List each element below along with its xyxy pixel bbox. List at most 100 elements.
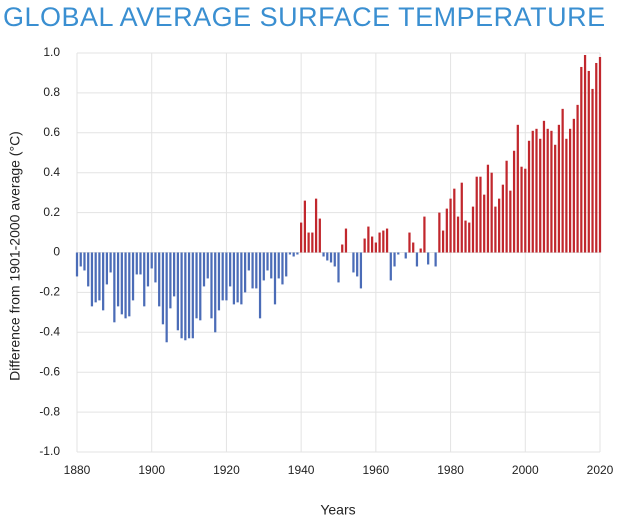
bar: [371, 236, 374, 253]
bar: [479, 176, 482, 253]
bar: [307, 232, 310, 253]
bar: [102, 252, 105, 311]
x-tick-label: 1980: [437, 463, 464, 477]
bar: [550, 130, 553, 253]
bar: [404, 252, 407, 259]
bar: [531, 130, 534, 253]
bar: [173, 252, 176, 297]
bar: [498, 198, 501, 253]
bar: [419, 248, 422, 253]
bar: [311, 232, 314, 253]
bar: [557, 124, 561, 253]
bar: [408, 232, 411, 253]
y-tick-label: 0.6: [43, 125, 60, 139]
bar: [434, 252, 437, 267]
bar: [270, 252, 273, 279]
bar: [296, 252, 299, 255]
bar: [124, 252, 127, 319]
chart-title: GLOBAL AVERAGE SURFACE TEMPERATURE: [3, 2, 606, 32]
bar: [445, 208, 448, 253]
bar: [565, 138, 568, 253]
bar: [329, 252, 333, 263]
bar: [161, 252, 165, 325]
bar: [109, 252, 112, 273]
bar: [87, 252, 90, 287]
bar: [232, 252, 236, 305]
bar: [483, 194, 486, 253]
bar: [251, 252, 254, 289]
bar: [79, 252, 82, 267]
bar: [393, 252, 396, 267]
bar: [576, 104, 579, 253]
bar: [509, 190, 512, 253]
bar: [494, 206, 497, 253]
y-tick-label: 0: [53, 245, 60, 259]
bar: [202, 252, 206, 287]
bar: [378, 232, 381, 253]
bar: [98, 252, 101, 301]
bar: [389, 252, 392, 281]
y-tick-label: -0.8: [39, 404, 60, 418]
bar: [210, 252, 213, 319]
bar: [292, 252, 295, 257]
bar: [199, 252, 202, 321]
bar: [318, 218, 321, 253]
bar: [143, 252, 146, 307]
bar: [176, 252, 179, 331]
bar: [262, 252, 265, 281]
bar: [300, 222, 303, 253]
bar: [243, 252, 247, 293]
bar: [281, 252, 284, 285]
bar: [217, 252, 221, 311]
bar: [539, 138, 542, 253]
bar: [105, 252, 109, 285]
bar: [146, 252, 150, 287]
bar: [412, 242, 415, 253]
bar: [83, 252, 86, 271]
bar: [184, 252, 187, 341]
bar: [169, 252, 172, 309]
bar: [195, 252, 198, 319]
bar: [75, 252, 79, 277]
bar: [341, 244, 344, 253]
x-tick-label: 1960: [363, 463, 390, 477]
bar: [501, 184, 504, 253]
bar: [464, 220, 467, 253]
bar: [90, 252, 94, 307]
bar: [139, 252, 142, 275]
bar: [229, 252, 232, 287]
bar: [191, 252, 194, 339]
bar: [116, 252, 120, 307]
x-tick-label: 1900: [138, 463, 165, 477]
bar: [352, 252, 355, 273]
bar: [225, 252, 228, 301]
bar: [374, 242, 377, 253]
bar: [314, 198, 318, 253]
bar: [441, 230, 445, 253]
bar: [468, 222, 471, 253]
bar: [344, 228, 348, 253]
bar: [255, 252, 258, 289]
bar: [128, 252, 131, 317]
y-tick-label: -0.6: [39, 364, 60, 378]
bar: [247, 252, 250, 271]
bar: [583, 54, 587, 253]
bar: [187, 252, 191, 339]
bar: [94, 252, 97, 303]
bar: [277, 252, 280, 279]
y-tick-label: -1.0: [39, 444, 60, 458]
bar: [527, 140, 531, 253]
bar: [363, 238, 366, 253]
bar: [397, 252, 400, 255]
bar: [490, 172, 493, 253]
y-tick-label: 0.8: [43, 85, 60, 99]
bar: [561, 108, 564, 253]
bar: [326, 252, 329, 261]
bar: [486, 164, 490, 253]
bar: [385, 228, 389, 253]
bar: [580, 66, 583, 253]
bar: [258, 252, 262, 319]
bar: [359, 252, 363, 289]
y-tick-label: -0.2: [39, 285, 60, 299]
